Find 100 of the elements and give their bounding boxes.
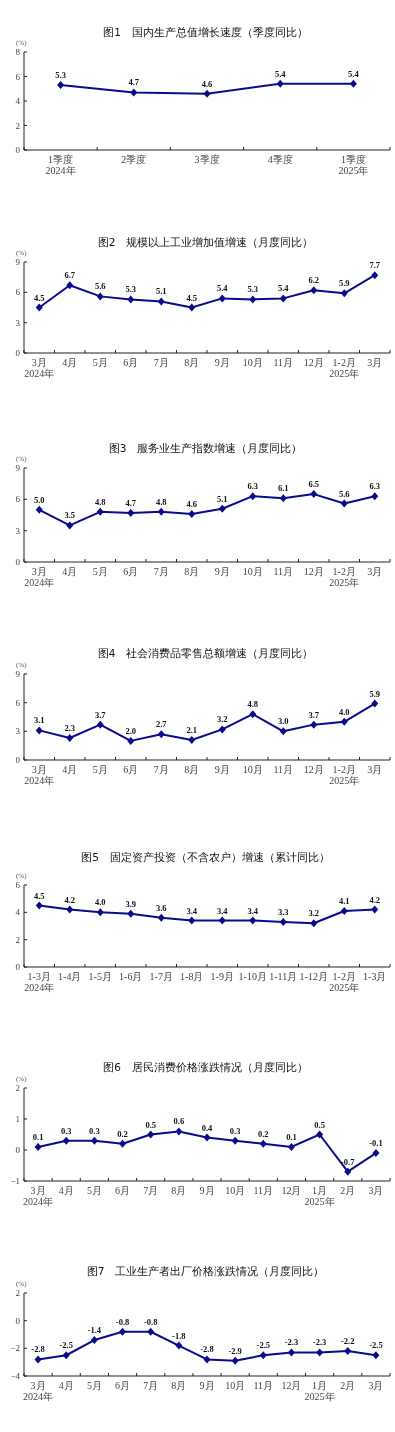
x-tick-label: 1-12月 — [299, 971, 328, 982]
x-tick-label: 9月 — [214, 357, 230, 368]
x-tick-label: 7月 — [143, 1185, 159, 1196]
data-label: 3.2 — [216, 714, 228, 725]
point — [66, 521, 74, 530]
x-tick-label: 10月 — [242, 357, 263, 368]
x-tick-label: 7月 — [153, 764, 169, 775]
point — [90, 1336, 98, 1345]
data-label: 5.1 — [216, 493, 228, 504]
x-tick-label: 11月 — [253, 1185, 274, 1196]
data-label: 3.5 — [64, 510, 76, 521]
x-tick-label: 1-4月 — [58, 971, 82, 982]
y-tick-label: −1 — [10, 1176, 20, 1186]
x-tick-label: 11月 — [273, 764, 294, 775]
x-tick-label: 12月 — [281, 1185, 302, 1196]
x-tick-label: 10月 — [242, 566, 263, 577]
x-tick-label: 5月 — [92, 764, 108, 775]
x-tick-label: 12月 — [281, 1380, 302, 1391]
data-label: 4.0 — [94, 897, 106, 908]
data-label: 6.3 — [247, 481, 259, 492]
chart-title: 图6 居民消费价格涨跌情况（月度同比） — [103, 1061, 308, 1073]
data-label: 4.2 — [64, 894, 76, 905]
x-tick-label: 4月 — [58, 1380, 74, 1391]
point — [340, 906, 348, 915]
y-tick-label: 6 — [15, 287, 21, 298]
point — [344, 1347, 352, 1356]
x-tick-label: 1季度 2025年 — [338, 154, 369, 176]
x-tick-label: 4月 — [62, 357, 78, 368]
y-tick-label: 2 — [15, 1083, 20, 1093]
data-label: 5.1 — [155, 286, 167, 297]
point — [316, 1348, 324, 1357]
data-label: 5.3 — [247, 284, 259, 295]
point — [371, 905, 379, 914]
point — [218, 294, 226, 303]
point — [35, 901, 43, 910]
data-label: -2.5 — [369, 1340, 383, 1351]
x-tick-label: 1-3月 — [363, 971, 387, 982]
data-label: 2.1 — [186, 724, 198, 735]
point — [34, 1355, 42, 1364]
point — [231, 1136, 239, 1145]
data-label: -2.9 — [228, 1345, 242, 1356]
y-tick-label: 6 — [15, 494, 21, 505]
point — [340, 499, 348, 508]
point — [66, 734, 74, 743]
x-tick-label: 5月 — [92, 566, 108, 577]
data-label: 3.4 — [186, 905, 198, 916]
point — [96, 720, 104, 729]
y-tick-label: 3 — [15, 726, 21, 737]
point — [340, 717, 348, 726]
point — [310, 919, 318, 928]
point — [340, 289, 348, 298]
data-label: 5.3 — [55, 70, 66, 81]
data-label: 3.2 — [308, 908, 320, 919]
data-label: 3.4 — [216, 905, 229, 916]
point — [249, 916, 257, 925]
x-tick-label: 4季度 — [267, 154, 293, 165]
data-label: 0.3 — [89, 1125, 100, 1136]
point — [147, 1327, 155, 1336]
point — [35, 505, 43, 514]
y-tick-label: 2 — [15, 934, 20, 945]
x-tick-label: 3月 — [368, 1380, 384, 1391]
data-label: 5.4 — [348, 68, 360, 79]
point — [96, 507, 104, 516]
chart-title: 图5 固定资产投资（不含农户）增速（累计同比） — [81, 851, 330, 863]
x-tick-label: 12月 — [303, 357, 324, 368]
x-tick-label: 3月 — [367, 566, 383, 577]
data-label: 0.1 — [32, 1131, 44, 1142]
x-tick-label: 1-10月 — [238, 971, 267, 982]
x-tick-label: 6月 — [123, 566, 139, 577]
data-label: 4.5 — [186, 292, 198, 303]
point — [119, 1139, 127, 1148]
y-tick-label: 1 — [15, 1114, 20, 1124]
y-tick-label: 4 — [15, 96, 21, 106]
y-tick-label: 6 — [15, 880, 21, 890]
x-tick-label: 1-6月 — [119, 971, 143, 982]
point — [279, 727, 287, 736]
x-tick-label: 8月 — [184, 764, 200, 775]
y-tick-label: 9 — [15, 463, 21, 473]
point — [371, 271, 379, 280]
point — [62, 1136, 70, 1145]
data-label: 4.2 — [369, 894, 381, 905]
x-tick-label: 5月 — [86, 1380, 102, 1391]
data-label: 4.0 — [338, 706, 350, 717]
point — [203, 1355, 211, 1364]
x-tick-label: 5月 — [92, 357, 108, 368]
x-tick-label: 3月 2024年 — [24, 357, 55, 379]
x-tick-label: 3月 2024年 — [24, 764, 55, 786]
chart-title: 图2 规模以上工业增加值增速（月度同比） — [97, 236, 314, 248]
point — [96, 292, 104, 301]
data-label: 5.4 — [274, 68, 287, 79]
x-tick-label: 9月 — [214, 566, 230, 577]
point — [279, 494, 287, 503]
data-label: 4.8 — [155, 496, 167, 507]
data-label: 3.7 — [94, 709, 107, 720]
x-tick-label: 3月 2024年 — [24, 566, 55, 588]
point — [127, 736, 135, 745]
x-tick-label: 3月 — [367, 764, 383, 775]
point — [157, 297, 165, 306]
point — [127, 295, 135, 304]
y-tick-label: 6 — [15, 697, 21, 708]
